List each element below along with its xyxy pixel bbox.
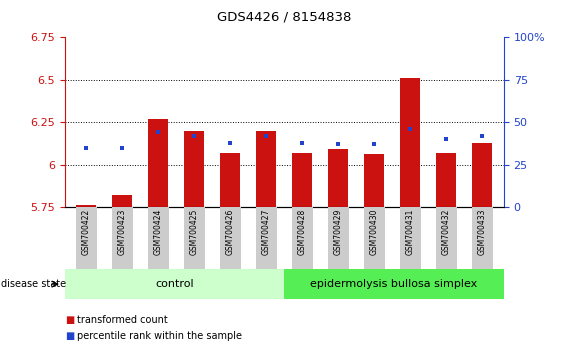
Bar	[149, 119, 168, 207]
Bar	[292, 153, 312, 207]
Bar	[113, 195, 132, 207]
Bar	[220, 207, 241, 269]
Text: GSM700433: GSM700433	[478, 209, 487, 256]
Text: GDS4426 / 8154838: GDS4426 / 8154838	[217, 11, 351, 24]
Text: disease state: disease state	[1, 279, 66, 289]
Bar	[472, 143, 492, 207]
Bar	[436, 153, 456, 207]
Bar	[284, 269, 504, 299]
Text: epidermolysis bullosa simplex: epidermolysis bullosa simplex	[310, 279, 478, 289]
Bar	[400, 207, 421, 269]
Text: GSM700424: GSM700424	[154, 209, 163, 255]
Text: GSM700427: GSM700427	[262, 209, 271, 255]
Bar	[328, 207, 349, 269]
Bar	[256, 207, 277, 269]
Bar	[256, 131, 276, 207]
Bar	[75, 207, 97, 269]
Bar	[364, 154, 384, 207]
Text: GSM700431: GSM700431	[406, 209, 415, 255]
Text: GSM700429: GSM700429	[334, 209, 343, 255]
Bar	[400, 78, 420, 207]
Text: transformed count: transformed count	[77, 315, 168, 325]
Bar	[328, 149, 348, 207]
Text: GSM700422: GSM700422	[82, 209, 91, 255]
Text: GSM700430: GSM700430	[370, 209, 379, 256]
Bar	[65, 269, 284, 299]
Text: percentile rank within the sample: percentile rank within the sample	[77, 331, 242, 341]
Text: GSM700425: GSM700425	[190, 209, 199, 255]
Text: GSM700428: GSM700428	[298, 209, 307, 255]
Bar	[221, 153, 240, 207]
Text: GSM700426: GSM700426	[226, 209, 235, 255]
Text: ■: ■	[65, 315, 74, 325]
Bar	[184, 207, 205, 269]
Bar	[185, 131, 204, 207]
Bar	[364, 207, 385, 269]
Bar	[111, 207, 133, 269]
Text: GSM700432: GSM700432	[442, 209, 451, 255]
Text: GSM700423: GSM700423	[118, 209, 127, 255]
Text: ■: ■	[65, 331, 74, 341]
Bar	[148, 207, 169, 269]
Text: control: control	[155, 279, 194, 289]
Bar	[292, 207, 313, 269]
Bar	[77, 205, 96, 207]
Bar	[436, 207, 457, 269]
Bar	[472, 207, 493, 269]
